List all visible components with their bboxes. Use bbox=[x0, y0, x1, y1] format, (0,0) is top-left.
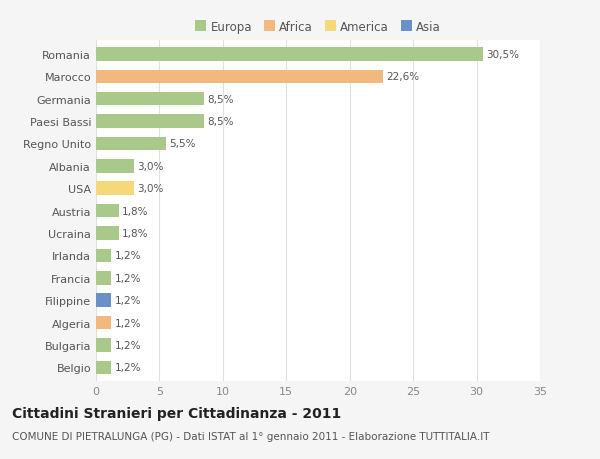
Bar bbox=[96, 115, 204, 129]
Text: 1,2%: 1,2% bbox=[115, 251, 141, 261]
Text: 1,2%: 1,2% bbox=[115, 296, 141, 306]
Bar bbox=[96, 271, 111, 285]
Text: Cittadini Stranieri per Cittadinanza - 2011: Cittadini Stranieri per Cittadinanza - 2… bbox=[12, 406, 341, 420]
Bar bbox=[96, 182, 134, 196]
Text: 1,2%: 1,2% bbox=[115, 363, 141, 373]
Bar bbox=[96, 160, 134, 173]
Bar bbox=[96, 294, 111, 307]
Text: 1,8%: 1,8% bbox=[122, 229, 149, 239]
Bar bbox=[96, 70, 383, 84]
Text: 3,0%: 3,0% bbox=[137, 162, 164, 172]
Text: 1,8%: 1,8% bbox=[122, 206, 149, 216]
Text: COMUNE DI PIETRALUNGA (PG) - Dati ISTAT al 1° gennaio 2011 - Elaborazione TUTTIT: COMUNE DI PIETRALUNGA (PG) - Dati ISTAT … bbox=[12, 431, 490, 442]
Bar bbox=[96, 339, 111, 352]
Text: 30,5%: 30,5% bbox=[486, 50, 519, 60]
Text: 8,5%: 8,5% bbox=[207, 117, 233, 127]
Bar bbox=[96, 361, 111, 374]
Text: 22,6%: 22,6% bbox=[386, 72, 419, 82]
Bar bbox=[96, 316, 111, 330]
Text: 3,0%: 3,0% bbox=[137, 184, 164, 194]
Bar bbox=[96, 137, 166, 151]
Text: 1,2%: 1,2% bbox=[115, 340, 141, 350]
Bar bbox=[96, 48, 483, 62]
Text: 8,5%: 8,5% bbox=[207, 95, 233, 104]
Bar bbox=[96, 204, 119, 218]
Legend: Europa, Africa, America, Asia: Europa, Africa, America, Asia bbox=[191, 17, 445, 39]
Text: 1,2%: 1,2% bbox=[115, 318, 141, 328]
Text: 1,2%: 1,2% bbox=[115, 273, 141, 283]
Bar bbox=[96, 93, 204, 106]
Bar bbox=[96, 227, 119, 240]
Text: 5,5%: 5,5% bbox=[169, 139, 196, 149]
Bar bbox=[96, 249, 111, 263]
